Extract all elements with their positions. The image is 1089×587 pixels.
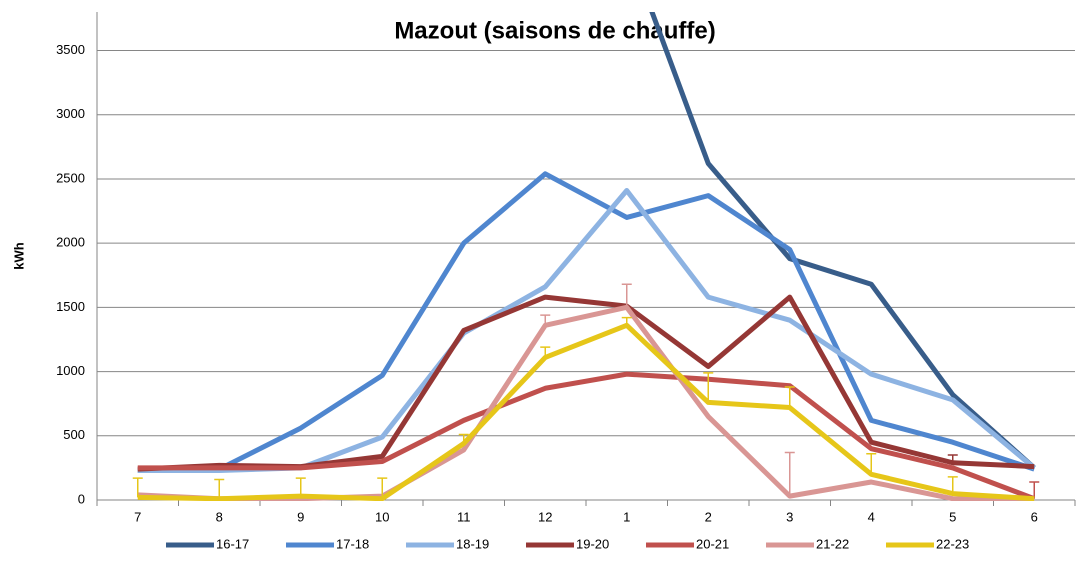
y-tick-label: 2000 [56,235,85,250]
legend-label: 17-18 [336,536,369,551]
x-tick-label: 10 [375,509,389,524]
error-bar [214,478,225,499]
x-tick-label: 6 [1031,509,1038,524]
error-bar [866,453,877,475]
legend-label: 18-19 [456,536,489,551]
error-bar [621,283,632,308]
error-bar [621,316,632,326]
legend-label: 19-20 [576,536,609,551]
y-tick-label: 1000 [56,363,85,378]
legend-label: 22-23 [936,536,969,551]
error-bar [947,454,958,463]
error-bar [703,372,714,403]
x-tick-label: 2 [705,509,712,524]
x-tick-label: 11 [457,509,471,524]
legend-label: 16-17 [216,536,249,551]
error-bar [784,451,795,497]
series-line [137,322,1035,501]
x-tick-label: 9 [297,509,304,524]
y-axis-label: kWh [11,242,26,270]
y-tick-label: 3000 [56,106,85,121]
error-bar [540,314,551,326]
x-tick-label: 12 [538,509,552,524]
error-bar [1029,481,1040,499]
y-tick-label: 1500 [56,299,85,314]
error-bar [377,477,388,499]
chart-title: Mazout (saisons de chauffe) [394,17,715,44]
y-tick-label: 0 [78,491,85,506]
error-bar [784,386,795,408]
error-bar [947,476,958,494]
x-tick-label: 8 [216,509,223,524]
x-tick-label: 5 [949,509,956,524]
legend-label: 21-22 [816,536,849,551]
plot-area [132,12,1040,501]
series-line [137,371,1036,501]
series-line [137,171,1036,473]
error-bar [132,477,143,498]
legend-label: 20-21 [696,536,729,551]
x-tick-label: 7 [134,509,141,524]
x-tick-label: 3 [786,509,793,524]
error-bar [295,477,306,497]
y-tick-label: 3500 [56,42,85,57]
x-tick-label: 4 [868,509,875,524]
y-tick-label: 500 [63,427,85,442]
series-line [649,12,1036,470]
x-tick-label: 1 [623,509,630,524]
error-bar [458,433,469,444]
error-bar [540,346,551,358]
y-tick-label: 2500 [56,170,85,185]
